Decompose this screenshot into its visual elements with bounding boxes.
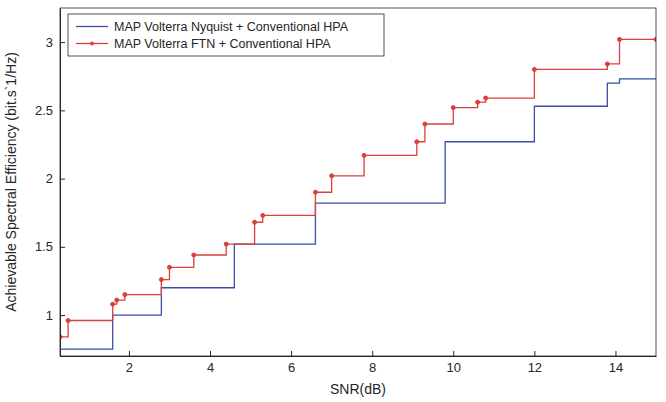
x-tick-label: 12	[528, 360, 542, 375]
x-tick-mark	[534, 351, 535, 356]
data-layer	[60, 37, 656, 349]
marker	[111, 302, 115, 306]
legend-box	[68, 14, 384, 56]
x-tick-mark	[372, 351, 373, 356]
x-tick: 12	[528, 351, 542, 375]
x-tick-label: 8	[369, 360, 376, 375]
marker	[415, 140, 419, 144]
marker	[253, 220, 257, 224]
y-axis-title: Achievable Spectral Efficiency (bit.s`1/…	[3, 52, 19, 312]
y-tick-mark	[60, 315, 65, 316]
x-axis-line	[61, 356, 657, 357]
x-tick-mark	[615, 351, 616, 356]
legend-label: MAP Volterra FTN + Conventional HPA	[114, 37, 331, 51]
y-tick-mark	[60, 247, 65, 248]
legend: MAP Volterra Nyquist + Conventional HPA M…	[68, 14, 384, 56]
series-line	[60, 79, 656, 349]
y-tick-label: 1	[46, 308, 53, 323]
x-tick-mark	[453, 351, 454, 356]
x-tick: 6	[288, 351, 295, 375]
y-tick: 2	[46, 171, 65, 186]
marker	[532, 67, 536, 71]
marker	[115, 298, 119, 302]
x-tick: 2	[126, 351, 133, 375]
x-axis: 2 4 6 8 10 12 14	[61, 351, 657, 375]
marker	[224, 242, 228, 246]
y-tick: 3	[46, 35, 65, 50]
x-tick-mark	[129, 351, 130, 356]
x-tick-label: 10	[447, 360, 461, 375]
x-tick-label: 2	[126, 360, 133, 375]
plot: 2 4 6 8 10 12 14 1 1.5 2 2.5 3 MAP Volterra Nyquist …	[35, 8, 658, 375]
series-line	[60, 39, 656, 337]
x-tick: 10	[447, 351, 461, 375]
y-axis-line	[60, 9, 61, 357]
y-tick-mark	[60, 110, 65, 111]
x-tick-label: 14	[609, 360, 623, 375]
marker	[451, 106, 455, 110]
x-tick: 4	[207, 351, 214, 375]
chart: 2 4 6 8 10 12 14 1 1.5 2 2.5 3 MAP Volterra Nyquist …	[0, 0, 666, 402]
marker	[159, 278, 163, 282]
marker	[362, 153, 366, 157]
legend-swatch	[76, 26, 108, 27]
background	[0, 0, 666, 402]
marker	[123, 293, 127, 297]
x-tick: 14	[609, 351, 623, 375]
marker	[618, 37, 622, 41]
marker	[605, 62, 609, 66]
marker	[476, 100, 480, 104]
x-axis-title: SNR(dB)	[330, 381, 386, 397]
x-tick-label: 6	[288, 360, 295, 375]
y-tick-label: 2.5	[35, 103, 53, 118]
marker	[423, 122, 427, 126]
marker	[192, 253, 196, 257]
marker	[484, 96, 488, 100]
legend-label: MAP Volterra Nyquist + Conventional HPA	[114, 20, 349, 34]
y-tick-label: 3	[46, 35, 53, 50]
y-tick-mark	[60, 42, 65, 43]
x-tick: 8	[369, 351, 376, 375]
frame	[60, 8, 656, 356]
x-tick-mark	[291, 351, 292, 356]
y-tick-label: 1.5	[35, 239, 53, 254]
y-axis: 1 1.5 2 2.5 3	[35, 9, 65, 357]
marker	[66, 319, 70, 323]
y-tick: 1	[46, 308, 65, 323]
y-tick: 2.5	[35, 103, 65, 118]
y-tick: 1.5	[35, 239, 65, 254]
marker	[330, 174, 334, 178]
marker	[261, 213, 265, 217]
y-tick-label: 2	[46, 171, 53, 186]
legend-marker	[90, 42, 94, 46]
plot-area	[60, 8, 656, 356]
y-tick-mark	[60, 179, 65, 180]
marker	[313, 190, 317, 194]
x-tick-label: 4	[207, 360, 214, 375]
marker	[167, 265, 171, 269]
x-tick-mark	[210, 351, 211, 356]
